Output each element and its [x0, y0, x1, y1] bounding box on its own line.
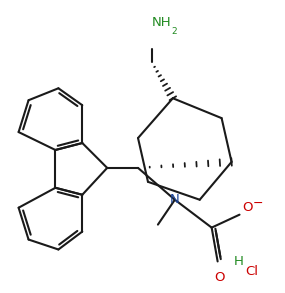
Text: H: H — [233, 255, 243, 268]
Text: O: O — [214, 271, 225, 285]
Text: Cl: Cl — [245, 265, 258, 278]
Text: O: O — [243, 201, 253, 214]
Text: N: N — [170, 193, 180, 206]
Text: −: − — [253, 197, 263, 210]
Text: NH: NH — [152, 16, 172, 29]
Text: 2: 2 — [172, 27, 178, 35]
